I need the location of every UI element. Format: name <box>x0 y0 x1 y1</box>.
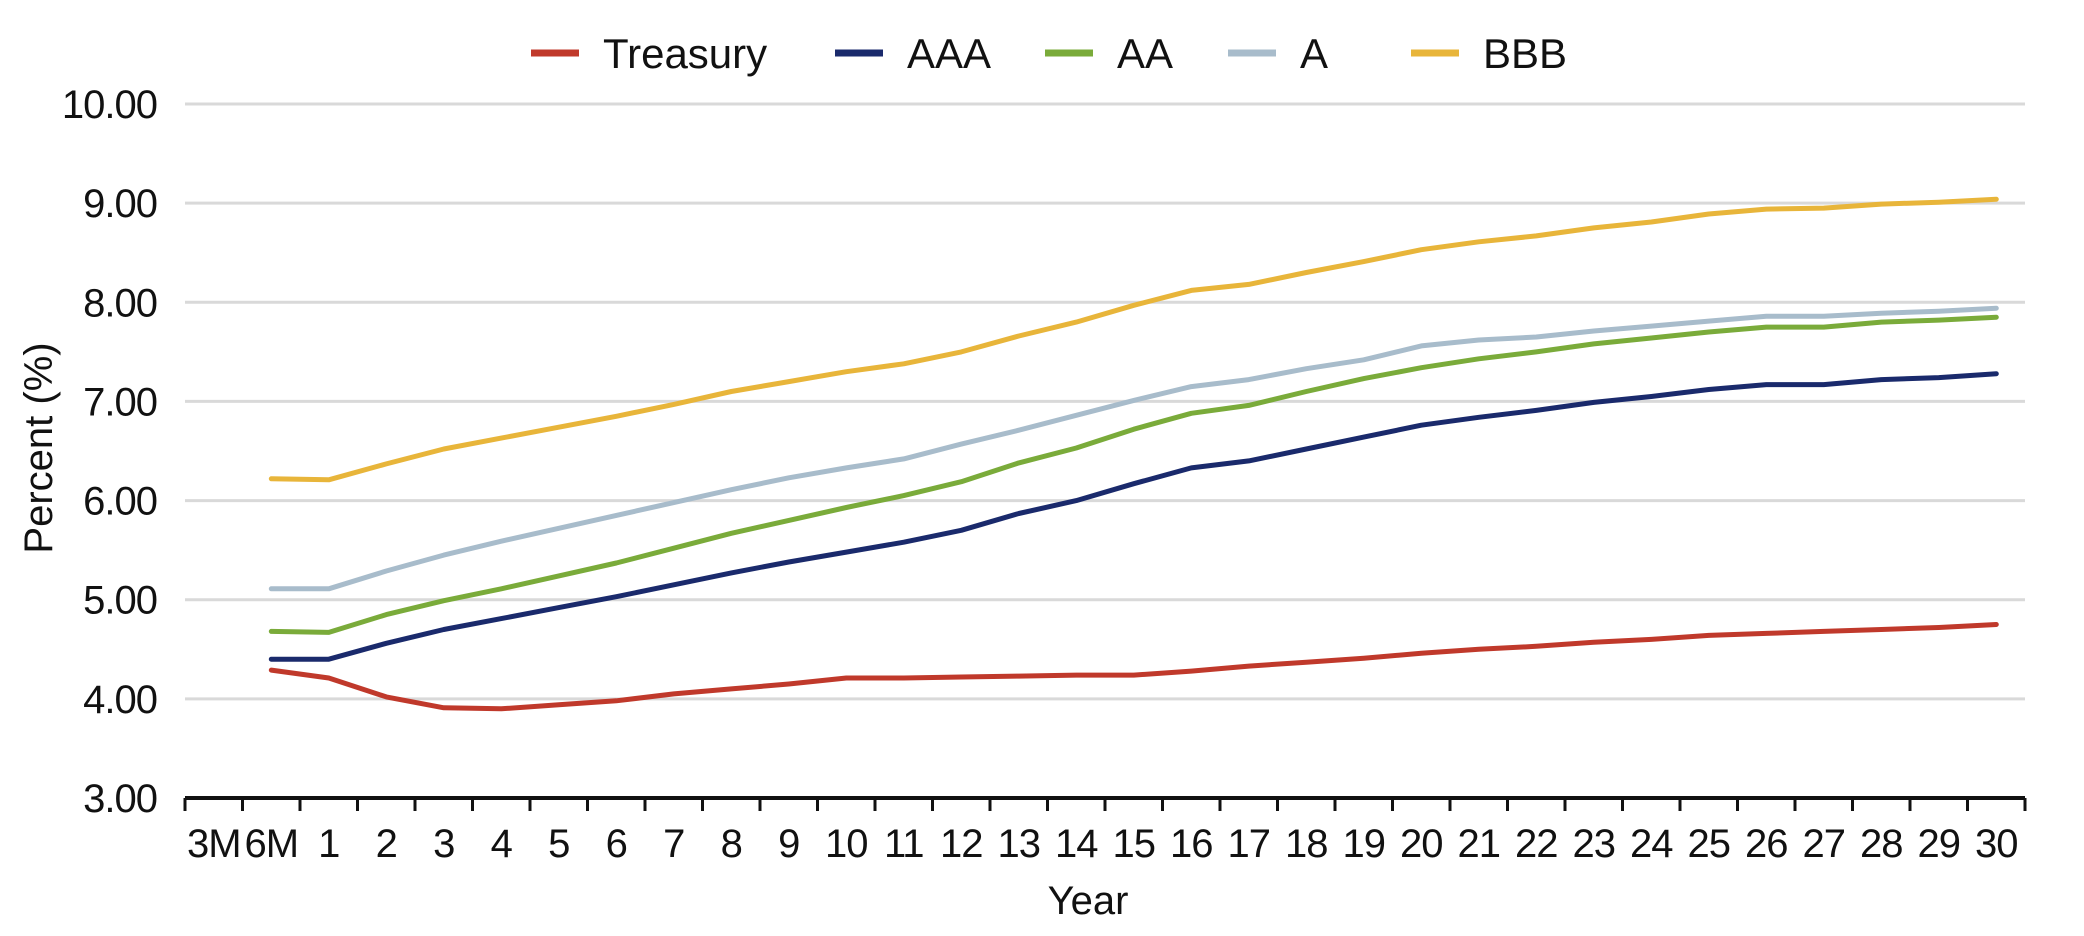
series-line-a <box>268 305 1999 592</box>
x-tick-label: 3M <box>187 822 241 866</box>
x-tick-label: 27 <box>1803 822 1846 866</box>
y-tick-label: 9.00 <box>83 182 157 226</box>
x-tick-label: 22 <box>1515 822 1558 866</box>
x-tick-label: 4 <box>491 822 513 866</box>
legend-label: AA <box>1117 30 1173 77</box>
legend-item: AA <box>1045 30 1173 77</box>
x-tick-label: 21 <box>1458 822 1501 866</box>
series-line-aaa <box>268 371 1999 662</box>
x-axis: 3M 6M 1 2 3 4 5 6 7 8 9 10 11 12 13 14 15 16 17 18 19 20 21 22 2… <box>183 796 2027 866</box>
x-tick-label: 29 <box>1918 822 1961 866</box>
x-tick-label: 12 <box>940 822 983 866</box>
series-line-aa <box>268 314 1999 635</box>
y-tick-label: 4.00 <box>83 678 157 722</box>
x-tick-label: 10 <box>825 822 868 866</box>
x-tick-label: 19 <box>1343 822 1386 866</box>
x-tick-label: 25 <box>1688 822 1731 866</box>
legend-item: A <box>1228 30 1328 77</box>
x-tick-label: 24 <box>1630 822 1673 866</box>
x-tick-label: 17 <box>1228 822 1271 866</box>
y-tick-label: 7.00 <box>83 380 157 424</box>
x-tick-label: 30 <box>1975 822 2018 866</box>
x-tick-label: 2 <box>376 822 397 866</box>
legend: Treasury AAA AA A BBB <box>531 30 1567 77</box>
legend-label: BBB <box>1483 30 1567 77</box>
x-tick-label: 23 <box>1573 822 1616 866</box>
gridlines <box>185 102 2025 701</box>
x-tick-label: 20 <box>1400 822 1443 866</box>
x-tick-label: 1 <box>318 822 339 866</box>
x-tick-label: 6 <box>606 822 627 866</box>
x-tick-label: 11 <box>884 822 924 866</box>
legend-item: BBB <box>1411 30 1567 77</box>
x-tick-label: 13 <box>998 822 1041 866</box>
x-tick-label: 16 <box>1170 822 1213 866</box>
legend-label: Treasury <box>603 30 767 77</box>
y-axis-title: Percent (%) <box>17 342 61 553</box>
legend-label: A <box>1300 30 1328 77</box>
legend-item: Treasury <box>531 30 767 77</box>
x-tick-label: 15 <box>1113 822 1156 866</box>
x-tick-label: 7 <box>663 822 684 866</box>
x-tick-label: 18 <box>1285 822 1328 866</box>
y-tick-label: 6.00 <box>83 480 157 524</box>
x-tick-label: 28 <box>1860 822 1903 866</box>
y-tick-label: 10.00 <box>62 83 157 127</box>
y-axis-ticks: 10.00 9.00 8.00 7.00 6.00 5.00 4.00 3.00 <box>62 83 158 821</box>
x-tick-label: 26 <box>1745 822 1788 866</box>
y-tick-label: 3.00 <box>83 777 157 821</box>
legend-item: AAA <box>835 30 991 77</box>
x-tick-label: 8 <box>721 822 742 866</box>
x-tick-label: 14 <box>1055 822 1098 866</box>
x-tick-label: 5 <box>548 822 569 866</box>
x-tick-label: 9 <box>778 822 799 866</box>
legend-label: AAA <box>907 30 991 77</box>
x-axis-title: Year <box>1048 879 1129 923</box>
series-line-bbb <box>268 196 1999 483</box>
series-lines <box>268 196 1999 712</box>
y-tick-label: 8.00 <box>83 281 157 325</box>
x-tick-label: 3 <box>433 822 454 866</box>
x-tick-label: 6M <box>244 822 298 866</box>
series-line-treasury <box>268 622 1999 712</box>
y-tick-label: 5.00 <box>83 579 157 623</box>
